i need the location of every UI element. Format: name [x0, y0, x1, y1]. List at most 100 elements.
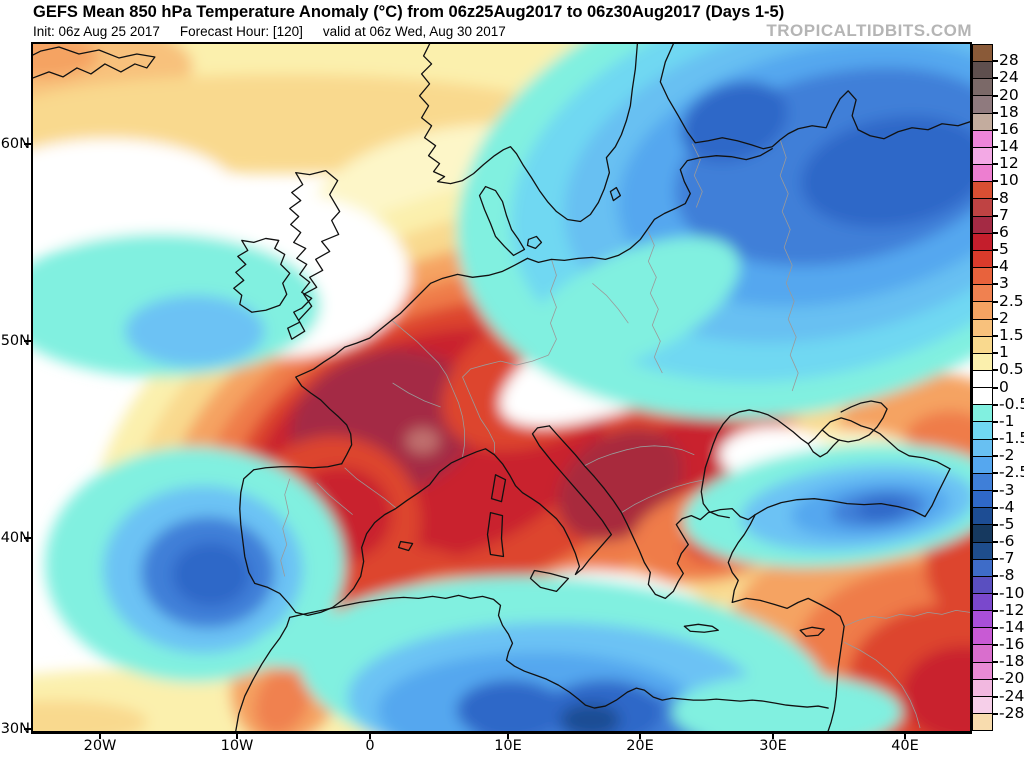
country-borders	[280, 139, 970, 729]
colorbar-tick	[993, 575, 998, 578]
coast-zealand	[526, 235, 543, 250]
colorbar-band	[973, 164, 992, 182]
map-plot-area	[31, 42, 972, 734]
colorbar-tick-label: 2.5	[999, 291, 1024, 310]
colorbar-tick	[993, 626, 998, 629]
colorbar-tick	[993, 592, 998, 595]
colorbar-tick-label: -10	[999, 583, 1024, 602]
colorbar-tick	[993, 506, 998, 509]
colorbar-band	[973, 181, 992, 199]
colorbar-tick-label: -14	[999, 617, 1024, 636]
colorbar-band	[973, 661, 992, 679]
colorbar-band	[973, 507, 992, 525]
lon-tick	[904, 733, 906, 739]
colorbar-band	[973, 678, 992, 696]
colorbar-band	[973, 45, 992, 62]
lat-tick-label: 40N	[0, 530, 30, 546]
coast-black-sea-south	[754, 468, 951, 518]
coast-sicily	[529, 569, 570, 593]
coast-adriatic-greece	[548, 425, 756, 600]
colorbar-tick	[993, 352, 998, 355]
colorbar-tick	[993, 266, 998, 269]
lon-tick-label: 10W	[220, 738, 254, 754]
colorbar-tick	[993, 180, 998, 183]
colorbar-tick-label: 12	[999, 154, 1019, 173]
colorbar-band	[973, 404, 992, 422]
colorbar-band	[973, 644, 992, 662]
coast-ireland	[233, 237, 291, 313]
coast-corsica	[490, 474, 507, 503]
colorbar-tick-label: 2	[999, 308, 1009, 327]
colorbar-tick	[993, 472, 998, 475]
colorbar-tick	[993, 146, 998, 149]
colorbar-tick-label: -1	[999, 411, 1015, 430]
colorbar-tick	[993, 94, 998, 97]
colorbar-tick	[993, 111, 998, 114]
colorbar-tick-label: 16	[999, 119, 1019, 138]
colorbar-band	[973, 455, 992, 473]
colorbar-tick	[993, 661, 998, 664]
coast-baltics	[526, 148, 773, 264]
subtitle: Init: 06z Aug 25 2017 Forecast Hour: [120…	[33, 24, 526, 39]
colorbar-band	[973, 369, 992, 388]
colorbar-band	[973, 541, 992, 559]
colorbar-band	[973, 490, 992, 508]
colorbar-tick-label: 0	[999, 377, 1009, 396]
colorbar-tick-label: 3	[999, 274, 1009, 293]
colorbar-band	[973, 78, 992, 96]
colorbar-tick	[993, 128, 998, 131]
lon-tick	[236, 733, 238, 739]
colorbar-tick	[993, 317, 998, 320]
colorbar	[972, 44, 993, 731]
colorbar-tick-label: 1.5	[999, 325, 1024, 344]
coast-turkey-levant	[731, 597, 845, 731]
lat-tick	[24, 143, 31, 145]
coast-denmark	[478, 185, 526, 257]
colorbar-band	[973, 129, 992, 147]
coast-scandinavia	[418, 44, 639, 223]
colorbar-band	[973, 95, 992, 113]
colorbar-tick	[993, 283, 998, 286]
colorbar-band	[973, 438, 992, 456]
coast-w-europe	[295, 257, 529, 465]
colorbar-band	[973, 472, 992, 491]
colorbar-tick	[993, 249, 998, 252]
colorbar-tick-label: -20	[999, 669, 1024, 688]
colorbar-tick	[993, 489, 998, 492]
lat-tick	[24, 728, 31, 730]
colorbar-tick	[993, 644, 998, 647]
colorbar-tick-label: 1	[999, 343, 1009, 362]
colorbar-tick-label: -18	[999, 652, 1024, 671]
colorbar-tick	[993, 60, 998, 63]
colorbar-tick	[993, 523, 998, 526]
colorbar-tick	[993, 438, 998, 441]
colorbar-band	[973, 61, 992, 79]
coast-azov	[821, 400, 888, 443]
colorbar-tick	[993, 231, 998, 234]
coast-gotland	[609, 186, 622, 202]
colorbar-tick-label: 24	[999, 68, 1019, 87]
coastlines	[33, 44, 970, 731]
lat-tick-label: 60N	[0, 136, 30, 152]
colorbar-band	[973, 267, 992, 285]
colorbar-tick-label: 28	[999, 51, 1019, 70]
colorbar-band	[973, 610, 992, 628]
colorbar-tick	[993, 386, 998, 389]
colorbar-tick-label: -8	[999, 566, 1015, 585]
colorbar-tick-label: -2	[999, 446, 1015, 465]
colorbar-tick-label: -7	[999, 549, 1015, 568]
colorbar-tick-label: -0.5	[999, 394, 1024, 413]
colorbar-band	[973, 575, 992, 593]
colorbar-tick	[993, 334, 998, 337]
colorbar-tick-label: -4	[999, 497, 1015, 516]
lon-tick	[369, 733, 371, 739]
colorbar-band	[973, 284, 992, 302]
lat-tick	[24, 537, 31, 539]
colorbar-tick	[993, 455, 998, 458]
colorbar-tick	[993, 77, 998, 80]
colorbar-tick	[993, 695, 998, 698]
colorbar-tick-label: 4	[999, 257, 1009, 276]
colorbar-tick	[993, 420, 998, 423]
page-title: GEFS Mean 850 hPa Temperature Anomaly (°…	[33, 3, 785, 21]
